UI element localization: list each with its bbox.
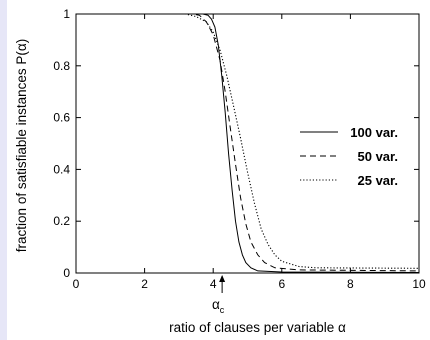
critical-ratio-symbol: α (212, 297, 220, 312)
y-tick-label: 0.4 (53, 162, 70, 176)
x-axis-title: ratio of clauses per variable α (169, 320, 346, 335)
series-line-2 (76, 13, 420, 272)
plot-frame (75, 13, 420, 274)
y-tick-label: 0.2 (53, 214, 70, 228)
y-tick-label: 0 (63, 266, 70, 280)
x-tick-label: 4 (210, 277, 217, 291)
critical-ratio-annotation: αc (212, 275, 226, 315)
critical-ratio-label: αc (212, 297, 225, 315)
critical-arrow-head (219, 275, 226, 282)
x-tick-label: 0 (73, 277, 80, 291)
y-tick-label: 0.8 (53, 59, 70, 73)
y-tick-label: 1 (63, 7, 70, 21)
x-tick-label: 6 (278, 277, 285, 291)
legend-label-3: 25 var. (358, 173, 399, 188)
series-line-3 (76, 13, 420, 269)
left-band (0, 0, 7, 340)
x-tick-label: 10 (412, 277, 426, 291)
series-layer (76, 13, 420, 273)
x-tick-label: 2 (141, 277, 148, 291)
y-tick-label: 0.6 (53, 111, 70, 125)
y-axis-title: fraction of satisfiable instances P(α) (14, 39, 29, 252)
critical-ratio-subscript: c (220, 305, 225, 315)
legend-label-2: 50 var. (358, 149, 399, 164)
axes-layer: 0 2 4 6 8 10 0 0.2 0.4 0.6 0.8 1 (53, 7, 426, 291)
series-line-1 (76, 13, 420, 273)
x-tick-label: 8 (347, 277, 354, 291)
legend-label-1: 100 var. (350, 125, 398, 140)
legend: 100 var. 50 var. 25 var. (300, 125, 398, 188)
